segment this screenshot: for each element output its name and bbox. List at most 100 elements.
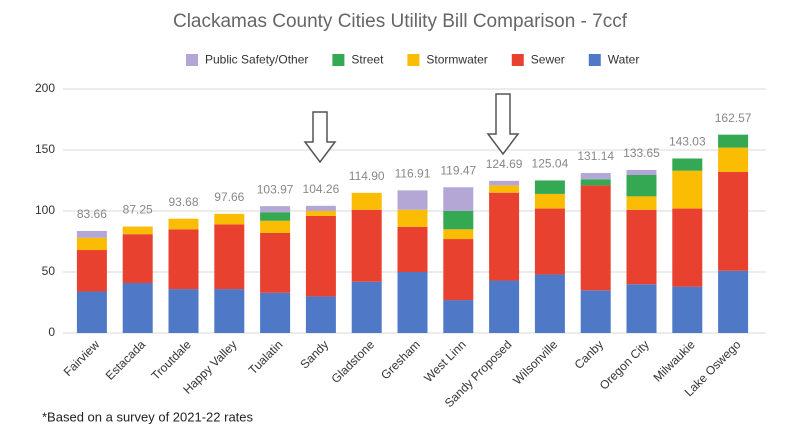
x-tick-label: Gladstone [328,337,377,386]
legend-label: Water [608,53,640,67]
legend-label: Stormwater [426,53,487,67]
legend-swatch [186,54,198,66]
bar-segment [672,208,703,287]
legend-swatch [588,54,601,66]
y-tick-label: 150 [35,142,55,156]
total-label: 124.69 [486,157,523,171]
bar-segment [397,272,428,333]
total-label: 133.65 [623,146,660,160]
arrow [486,93,520,156]
total-label: 125.04 [532,157,569,171]
bar-segment [672,158,703,171]
legend-swatch [332,54,345,66]
bar-segment [718,134,749,148]
bar-segment [168,218,199,230]
bar-segment [626,175,657,197]
bar-segment [168,229,199,290]
bar-segment [260,232,291,293]
bar-segment [626,284,657,333]
bar-segment [168,289,199,333]
bar-segment [76,250,107,292]
bar-segment [534,274,565,333]
bar-segment [76,237,107,251]
bar-segment [305,215,336,297]
y-tick-label: 200 [35,81,55,95]
x-tick-label: Troutdale [148,337,194,383]
bar-segment [351,192,382,210]
bar-segment [626,209,657,285]
total-label: 104.26 [303,182,340,196]
arrow [303,111,337,164]
bar-segment [305,205,336,211]
bar-segment [489,180,520,186]
total-label: 131.14 [577,149,614,163]
bar-segment [534,208,565,275]
bar-segment [443,187,474,211]
bar-segment [580,173,611,180]
chart-title: Clackamas County Cities Utility Bill Com… [173,11,628,32]
bar-segment [260,292,291,333]
bar-segment [214,224,245,290]
total-label: 103.97 [257,182,294,196]
bar-segment [534,180,565,194]
total-label: 93.68 [168,195,198,209]
x-tick-label: Oregon City [597,337,652,392]
bar-segment [443,300,474,333]
x-tick-label: Sandy [297,337,331,371]
total-label: 143.03 [669,135,706,149]
total-label: 87.25 [123,203,153,217]
bar-segment [122,234,153,283]
bar-segment [443,239,474,301]
total-label: 119.47 [440,163,476,177]
bar-segment [534,193,565,209]
bar-segment [351,281,382,333]
x-tick-label: Milwaukie [651,337,698,384]
x-tick-label: Gresham [378,337,423,382]
legend-label: Public Safety/Other [205,53,308,67]
bar-segment [489,280,520,333]
bar-segment [672,286,703,333]
total-label: 97.66 [214,190,244,204]
bar-segment [580,179,611,186]
x-tick-label: Estacada [103,337,149,383]
x-tick-label: Canby [572,337,606,371]
y-tick-label: 0 [48,325,55,339]
bar-segment [580,290,611,333]
bar-segment [489,192,520,281]
x-tick-label: West Linn [421,337,468,384]
bar-segment [443,211,474,230]
y-tick-label: 100 [35,203,55,217]
arrows [303,93,520,164]
bar-segment [260,220,291,233]
legend-label: Sewer [531,53,565,67]
y-tick-label: 50 [42,264,56,278]
bar-segment [122,282,153,333]
bar-segment [397,209,428,227]
bar-segment [489,185,520,193]
bar-segment [122,226,153,235]
bar-segment [305,211,336,216]
bar-segment [626,169,657,176]
bar-segment [580,185,611,291]
bar-segment [443,229,474,240]
bar-segment [397,190,428,210]
bar-segment [626,196,657,210]
bar-segment [214,213,245,225]
bar-segment [214,289,245,333]
total-label: 114.90 [349,169,385,183]
legend-label: Street [351,53,384,67]
legend-swatch [407,54,420,66]
bar-segment [76,230,107,238]
bar-segment [351,209,382,282]
total-label: 116.91 [395,167,431,181]
bar-segment [397,226,428,272]
total-label: 83.66 [77,207,107,221]
x-tick-label: Wilsonville [510,337,560,387]
total-label: 162.57 [715,111,752,125]
bar-segment [76,291,107,333]
bar-segment [672,170,703,209]
bar-segment [718,147,749,172]
x-tick-label: Tualatin [246,337,286,377]
